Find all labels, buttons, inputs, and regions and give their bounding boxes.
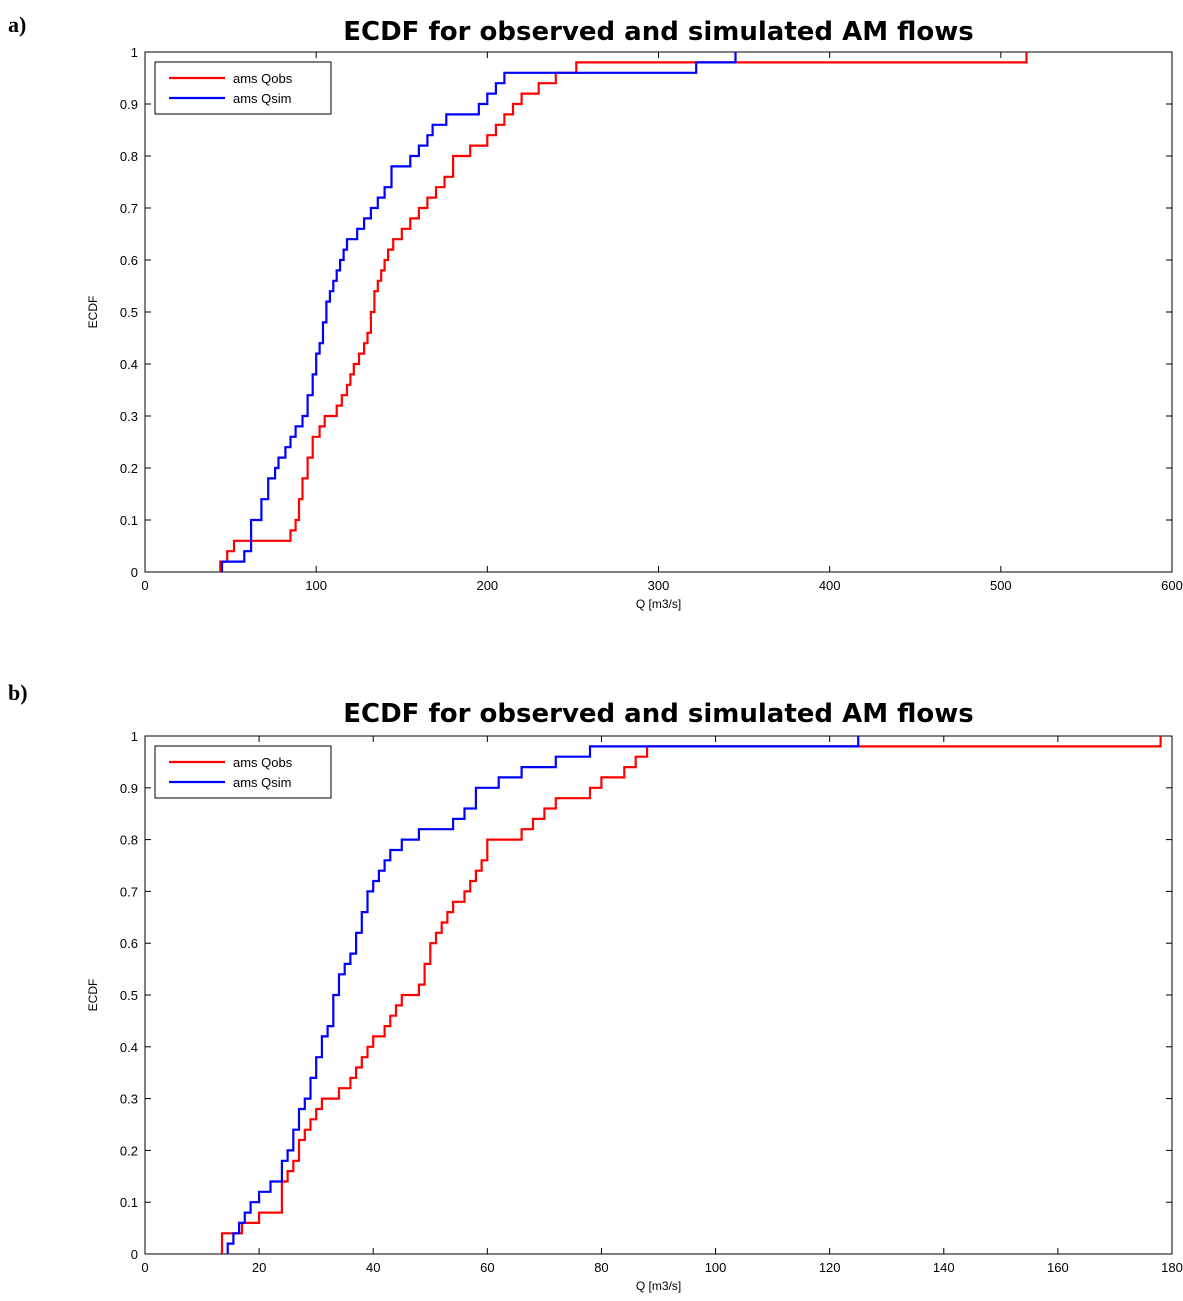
x-tick-label: 160 — [1047, 1260, 1069, 1275]
y-tick-label: 0.8 — [120, 149, 138, 164]
y-tick-label: 0.5 — [120, 988, 138, 1003]
x-tick-label: 300 — [648, 578, 670, 593]
x-tick-label: 60 — [480, 1260, 494, 1275]
panel-a: a) ECDF for observed and simulated AM fl… — [0, 0, 1183, 650]
x-tick-label: 100 — [305, 578, 327, 593]
x-tick-label: 400 — [819, 578, 841, 593]
y-axis-label: ECDF — [86, 296, 100, 329]
y-tick-label: 0.2 — [120, 1143, 138, 1158]
y-tick-label: 0.1 — [120, 1195, 138, 1210]
series-line-ams-qsim — [220, 52, 737, 572]
y-tick-label: 0.7 — [120, 884, 138, 899]
y-tick-label: 0.4 — [120, 357, 138, 372]
legend-box — [154, 61, 332, 115]
y-tick-label: 0.3 — [120, 409, 138, 424]
legend-entry: ams Qsim — [233, 775, 292, 790]
legend-entry: ams Qsim — [233, 91, 292, 106]
series-line-ams-qobs — [220, 736, 1162, 1254]
x-tick-label: 20 — [252, 1260, 266, 1275]
y-tick-label: 1 — [131, 729, 138, 744]
y-tick-label: 0.5 — [120, 305, 138, 320]
plot-area — [144, 735, 1173, 1255]
x-tick-label: 140 — [933, 1260, 955, 1275]
y-tick-label: 0.3 — [120, 1092, 138, 1107]
y-tick-label: 0 — [131, 565, 138, 580]
y-tick-label: 0.8 — [120, 833, 138, 848]
chart-title: ECDF for observed and simulated AM flows — [343, 17, 974, 47]
panel-label-b: b) — [8, 680, 28, 705]
y-tick-label: 0.9 — [120, 97, 138, 112]
series-line-ams-qobs — [219, 52, 1028, 572]
x-tick-label: 200 — [476, 578, 498, 593]
chart-title: ECDF for observed and simulated AM flows — [343, 699, 974, 729]
x-tick-label: 80 — [594, 1260, 608, 1275]
y-axis-label: ECDF — [86, 979, 100, 1012]
plot-area — [144, 51, 1173, 573]
y-tick-label: 0.4 — [120, 1040, 138, 1055]
x-tick-label: 180 — [1161, 1260, 1183, 1275]
y-tick-label: 0.1 — [120, 513, 138, 528]
x-tick-label: 120 — [819, 1260, 841, 1275]
y-tick-label: 1 — [131, 45, 138, 60]
legend-box — [154, 745, 332, 799]
x-axis-label: Q [m3/s] — [636, 1279, 681, 1293]
y-tick-label: 0.2 — [120, 461, 138, 476]
x-tick-label: 0 — [141, 578, 148, 593]
x-tick-label: 0 — [141, 1260, 148, 1275]
y-tick-label: 0.9 — [120, 781, 138, 796]
legend-entry: ams Qobs — [233, 71, 293, 86]
x-tick-label: 100 — [705, 1260, 727, 1275]
x-tick-label: 600 — [1161, 578, 1183, 593]
series-line-ams-qsim — [226, 736, 860, 1254]
x-axis-label: Q [m3/s] — [636, 597, 681, 611]
y-tick-label: 0.6 — [120, 253, 138, 268]
y-tick-label: 0.6 — [120, 936, 138, 951]
x-tick-label: 500 — [990, 578, 1012, 593]
y-tick-label: 0 — [131, 1247, 138, 1262]
y-tick-label: 0.7 — [120, 201, 138, 216]
panel-label-a: a) — [8, 12, 27, 37]
legend-entry: ams Qobs — [233, 755, 293, 770]
chart-b: ECDF for observed and simulated AM flows… — [86, 699, 1183, 1293]
x-tick-label: 40 — [366, 1260, 380, 1275]
panel-b: b) ECDF for observed and simulated AM fl… — [0, 650, 1183, 1300]
chart-a: ECDF for observed and simulated AM flows… — [86, 17, 1183, 611]
